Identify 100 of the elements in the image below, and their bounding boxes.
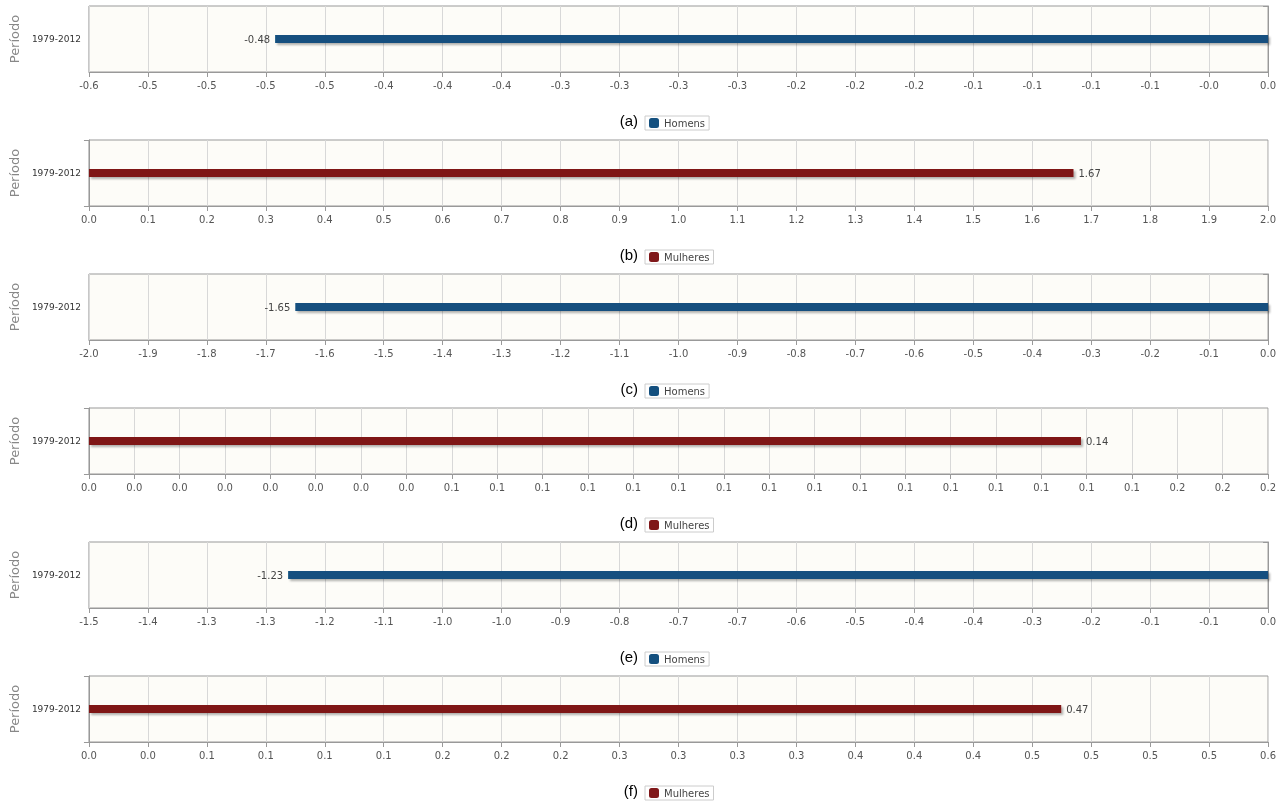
x-tick-label: -0.9: [550, 615, 571, 627]
x-tick-label: 1.3: [847, 213, 864, 225]
x-tick-label: 0.1: [139, 213, 156, 225]
y-axis-title: Período: [7, 550, 22, 600]
x-tick-label: 0.0: [81, 213, 97, 225]
x-tick-label: -0.3: [727, 79, 748, 91]
x-tick-label: 0.2: [1260, 481, 1276, 493]
x-tick-label: -1.2: [550, 347, 571, 359]
y-tick-label: 1979-2012: [31, 570, 81, 580]
x-tick-label: 0.0: [171, 481, 188, 493]
y-tick-label: 1979-2012: [31, 436, 81, 446]
x-tick-label: 0.2: [198, 213, 215, 225]
x-tick-label: 0.1: [375, 749, 392, 761]
x-tick-label: -0.3: [609, 79, 630, 91]
x-tick-label: -1.9: [138, 347, 158, 359]
x-tick-label: -0.4: [1022, 347, 1042, 359]
y-tick-label: 1979-2012: [31, 168, 81, 178]
x-tick-label: 0.1: [942, 481, 959, 493]
x-tick-label: -0.8: [786, 347, 807, 359]
x-tick-label: 0.5: [375, 213, 392, 225]
x-tick-label: 0.1: [670, 481, 687, 493]
x-tick-label: 0.1: [715, 481, 732, 493]
x-tick-label: -0.1: [963, 79, 984, 91]
x-tick-label: -0.2: [904, 79, 925, 91]
x-tick-label: 0.0: [126, 481, 143, 493]
x-tick-label: -0.3: [1081, 347, 1101, 359]
x-tick-label: 0.1: [489, 481, 506, 493]
x-tick-label: 0.0: [353, 481, 370, 493]
x-tick-label: -0.2: [1140, 347, 1160, 359]
y-tick-label: 1979-2012: [31, 302, 81, 312]
y-tick-label: 1979-2012: [31, 34, 81, 44]
x-tick-label: -0.1: [1140, 79, 1160, 91]
x-tick-label: -1.4: [432, 347, 453, 359]
x-tick-label: 0.0: [81, 749, 97, 761]
x-tick-label: -0.6: [786, 615, 807, 627]
x-tick-label: 0.0: [81, 481, 97, 493]
x-tick-label: 0.3: [257, 213, 274, 225]
text: (d): [619, 514, 639, 531]
y-axis-title: Período: [7, 14, 22, 64]
x-tick-label: -0.4: [963, 615, 984, 627]
x-tick-label: -1.1: [609, 347, 630, 359]
x-tick-label: 1.2: [788, 213, 805, 225]
x-tick-label: -1.3: [491, 347, 512, 359]
data-label: 0.14: [1085, 435, 1109, 447]
text: (b): [619, 246, 639, 263]
x-tick-label: 1.4: [906, 213, 923, 225]
data-label: -1.65: [264, 301, 291, 313]
x-tick-label: 0.1: [257, 749, 274, 761]
x-tick-label: -1.7: [256, 347, 276, 359]
x-tick-label: -0.4: [491, 79, 512, 91]
text: (f): [623, 782, 639, 799]
x-tick-label: 0.4: [847, 749, 864, 761]
x-tick-label: 0.1: [761, 481, 778, 493]
x-tick-label: -0.6: [904, 347, 925, 359]
x-tick-label: 1.6: [1024, 213, 1041, 225]
x-tick-label: 0.5: [1142, 749, 1159, 761]
x-tick-label: 0.3: [670, 749, 687, 761]
x-tick-label: 0.2: [552, 749, 569, 761]
x-tick-label: 2.0: [1260, 213, 1276, 225]
x-tick-label: -0.5: [315, 79, 335, 91]
x-tick-label: -0.1: [1022, 79, 1042, 91]
x-tick-label: -1.3: [197, 615, 217, 627]
x-tick-label: -0.3: [668, 79, 689, 91]
x-tick-label: 0.1: [851, 481, 868, 493]
x-tick-label: -0.5: [845, 615, 866, 627]
x-tick-label: -0.5: [963, 347, 984, 359]
x-tick-label: 0.1: [1078, 481, 1095, 493]
x-tick-label: 0.2: [1214, 481, 1231, 493]
x-tick-label: -0.2: [786, 79, 807, 91]
x-tick-label: -0.4: [373, 79, 394, 91]
x-tick-label: -1.8: [197, 347, 217, 359]
x-tick-label: 0.6: [1260, 749, 1276, 761]
x-tick-label: 0.7: [493, 213, 510, 225]
x-tick-label: -0.3: [550, 79, 571, 91]
x-tick-label: 0.5: [1083, 749, 1100, 761]
x-tick-label: -2.0: [79, 347, 99, 359]
x-tick-label: 0.8: [552, 213, 569, 225]
text: (c): [620, 380, 639, 397]
data-label: 1.67: [1078, 167, 1101, 179]
x-tick-label: -0.3: [1022, 615, 1042, 627]
data-label: 0.47: [1066, 703, 1089, 715]
x-tick-label: -1.1: [373, 615, 394, 627]
legend-label: Mulheres: [664, 519, 710, 531]
x-tick-label: -0.5: [256, 79, 276, 91]
x-tick-label: -0.5: [197, 79, 217, 91]
x-tick-label: 0.4: [965, 749, 982, 761]
x-tick-label: 1.5: [965, 213, 982, 225]
x-tick-label: -1.3: [256, 615, 276, 627]
y-axis-title: Período: [7, 148, 22, 198]
x-tick-label: -1.5: [373, 347, 394, 359]
x-tick-label: 0.3: [611, 749, 628, 761]
y-axis-title: Período: [7, 282, 22, 332]
x-tick-label: -1.2: [315, 615, 335, 627]
x-tick-label: 0.0: [139, 749, 156, 761]
x-tick-label: -0.1: [1081, 79, 1101, 91]
x-tick-label: 0.4: [316, 213, 333, 225]
x-tick-label: 0.3: [729, 749, 746, 761]
data-label: -1.23: [257, 569, 284, 581]
x-tick-label: 0.2: [1169, 481, 1186, 493]
x-tick-label: 0.1: [988, 481, 1004, 493]
